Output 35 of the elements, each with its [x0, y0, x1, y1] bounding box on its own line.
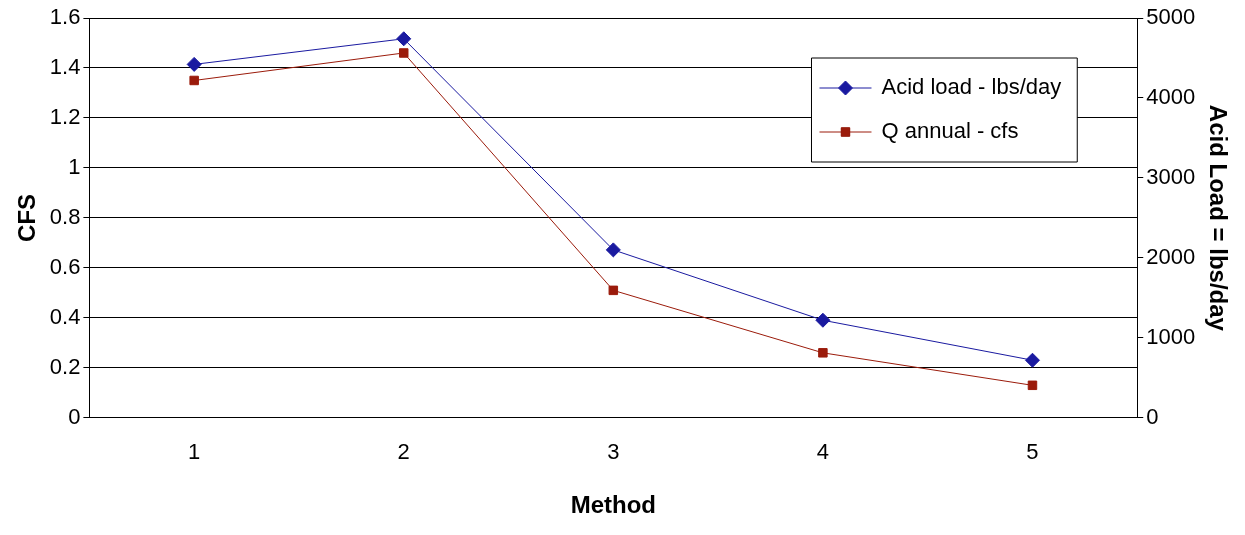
y-tick-label: 1.2 — [49, 104, 81, 130]
point — [396, 31, 412, 47]
y2-tick-label: 2000 — [1146, 243, 1196, 269]
y-axis-title: CFS — [13, 193, 41, 242]
y2-axis-title: Acid Load = lbs/day — [1204, 104, 1232, 332]
x-tick-label: 2 — [397, 439, 410, 465]
point — [1027, 380, 1038, 391]
point — [399, 48, 409, 58]
x-tick-label: 1 — [188, 439, 201, 465]
point — [818, 348, 828, 358]
x-tick-label: 4 — [816, 439, 830, 465]
y2-tick-label: 0 — [1146, 403, 1159, 429]
y-tick-label: 0.8 — [49, 203, 81, 229]
legend-label: Q annual - cfs — [881, 118, 1019, 144]
y-tick-label: 0.4 — [49, 303, 81, 329]
x-tick-label: 5 — [1026, 439, 1039, 465]
y2-tick-label: 5000 — [1146, 4, 1196, 30]
point — [608, 285, 619, 296]
y-tick-label: 0.6 — [49, 253, 81, 279]
point — [605, 242, 621, 258]
x-tick-label: 3 — [607, 439, 620, 465]
point — [189, 75, 199, 86]
point — [815, 312, 831, 328]
point — [186, 56, 202, 72]
y-tick-label: 0 — [68, 403, 81, 429]
x-axis-title: Method — [570, 491, 656, 519]
y2-tick-label: 3000 — [1146, 163, 1196, 189]
y-tick-label: 1.4 — [49, 54, 81, 80]
y2-tick-label: 4000 — [1146, 84, 1196, 110]
y2-tick-label: 1000 — [1146, 323, 1196, 349]
y-tick-label: 0.2 — [49, 353, 81, 379]
y-tick-label: 1.6 — [49, 4, 81, 30]
legend-label: Acid load - lbs/day — [881, 74, 1062, 100]
point — [1024, 352, 1040, 368]
y-tick-label: 1 — [68, 153, 81, 179]
